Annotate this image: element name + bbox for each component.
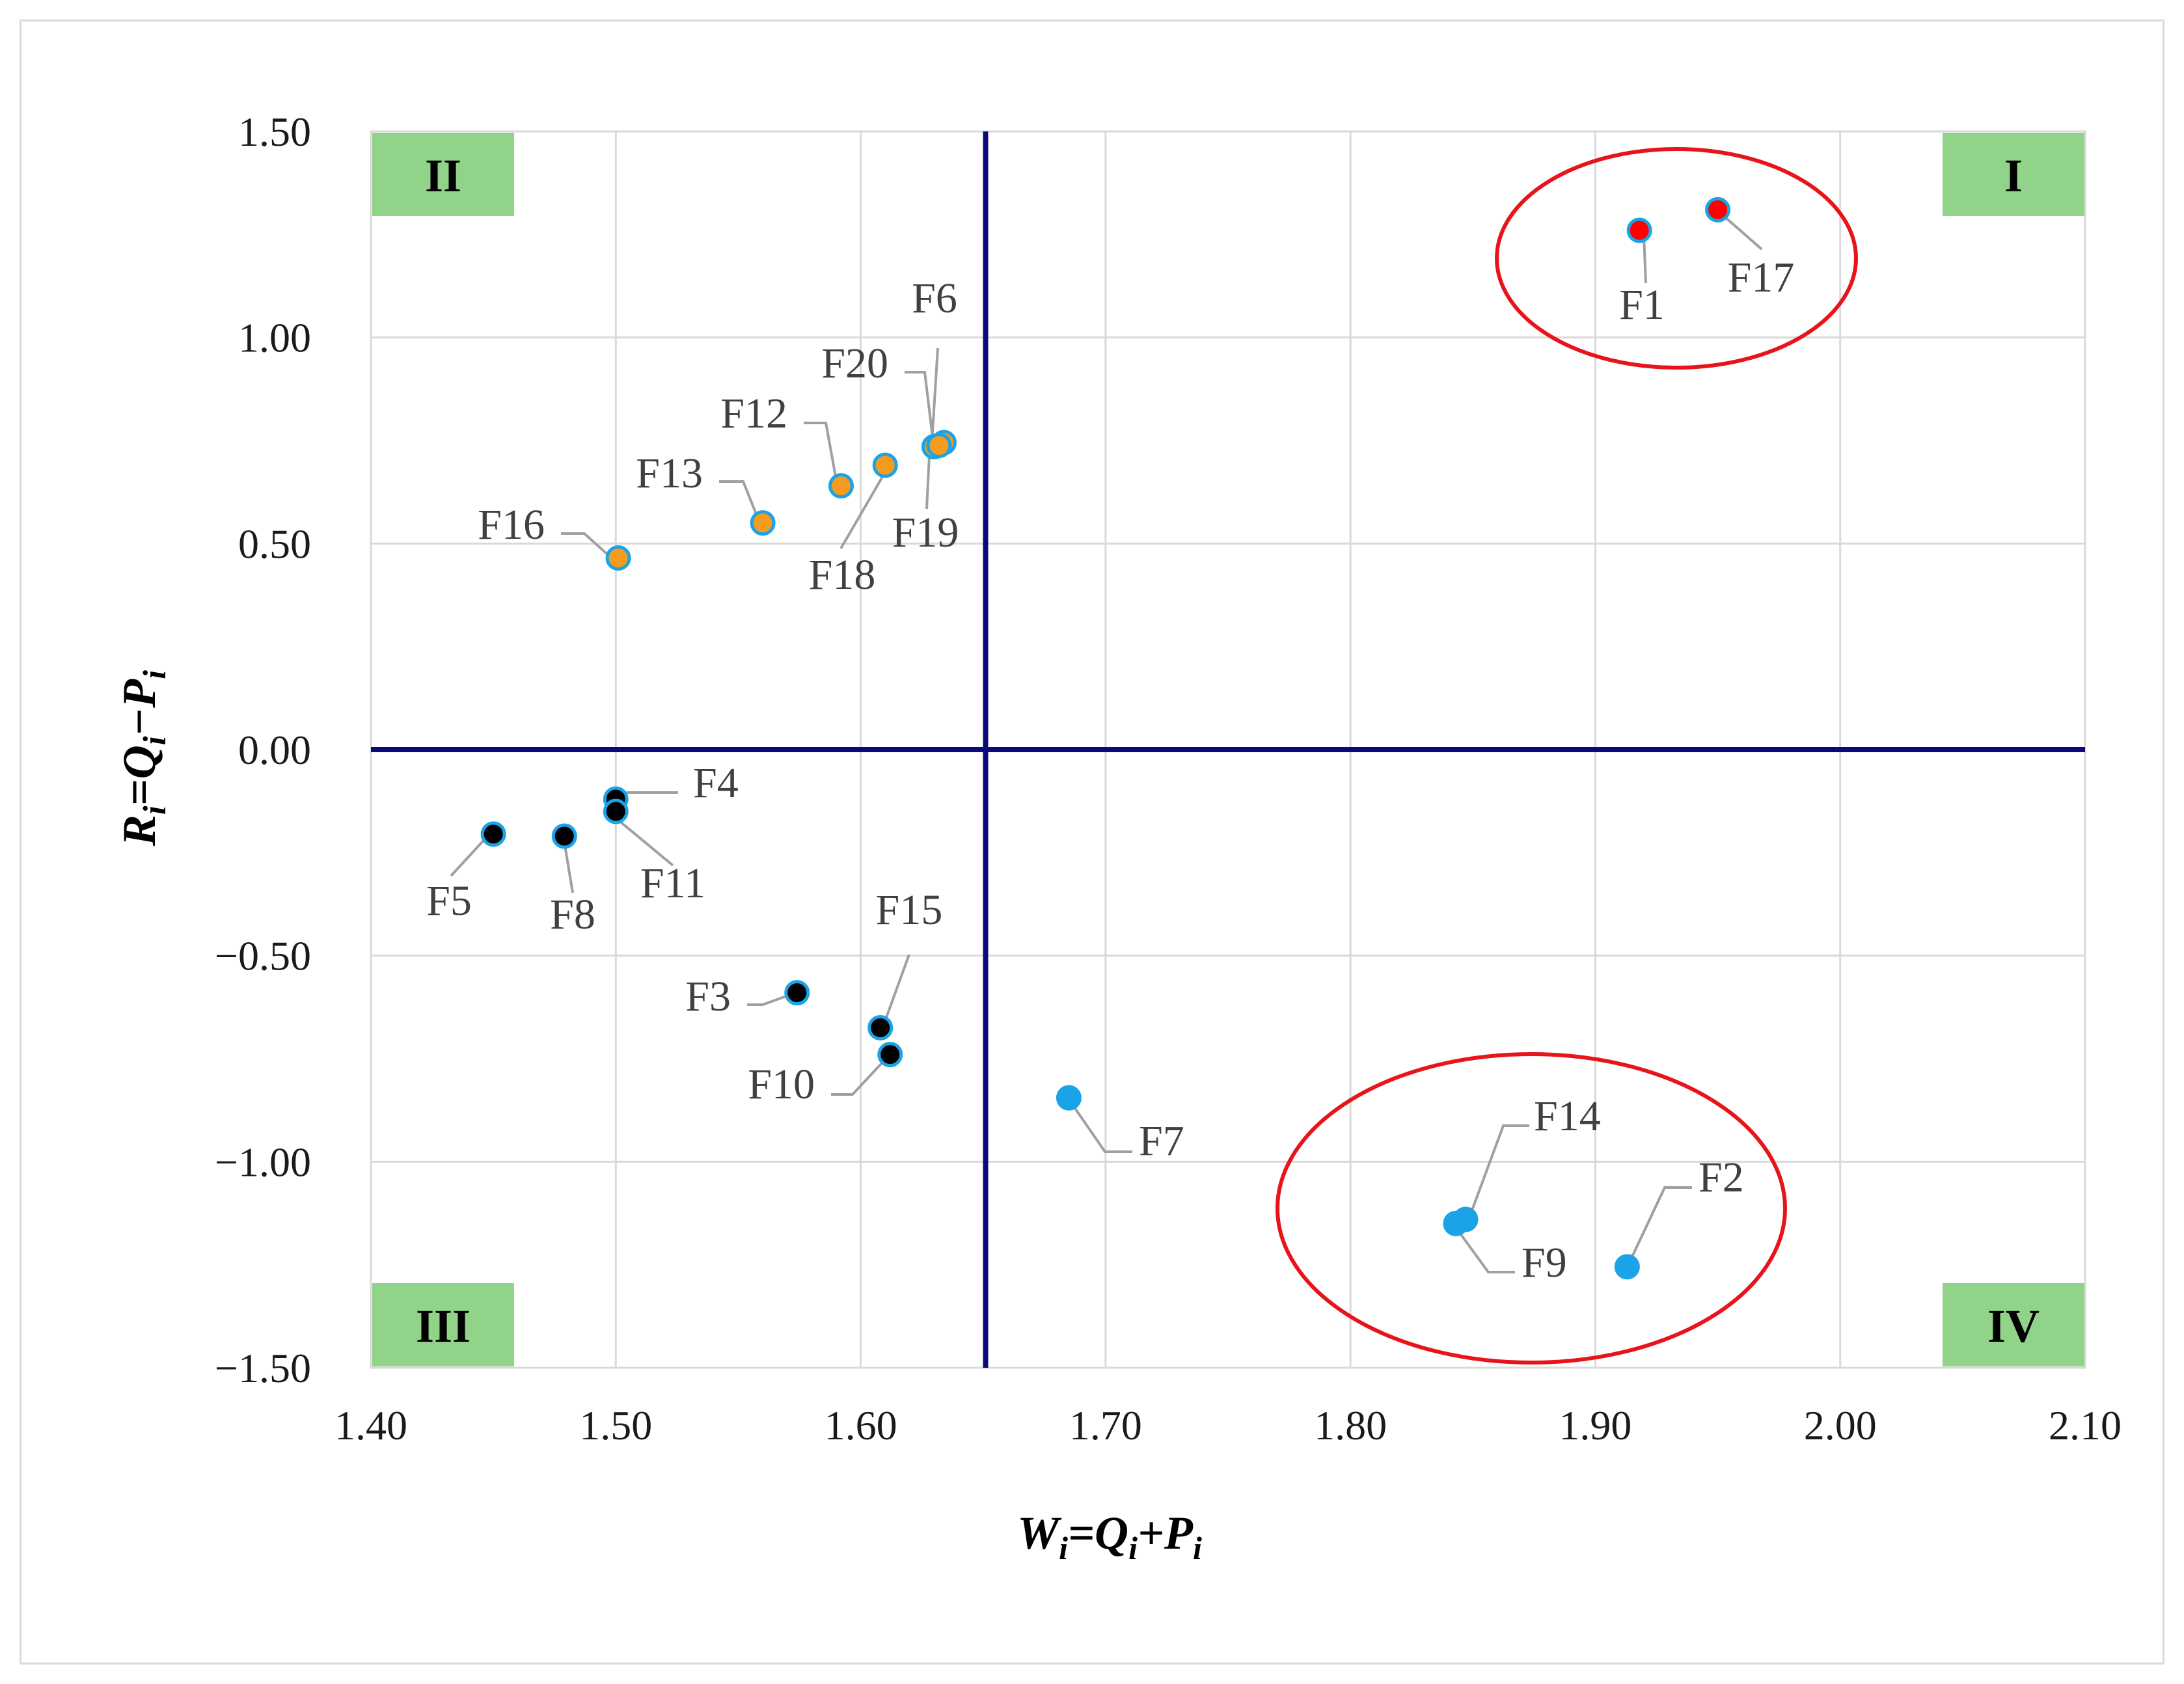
point-label-f11: F11 [640,860,705,907]
leader-f2 [1627,1186,1692,1266]
y-tick-label: 1.50 [238,109,311,155]
point-f13 [750,510,776,536]
x-axis-title: Wi=Qi+Pi [1017,1507,1202,1566]
point-label-f15: F15 [876,886,943,934]
point-f19 [926,433,952,459]
y-tick-label: −1.00 [215,1139,311,1185]
point-label-f6: F6 [912,275,957,322]
point-f2 [1614,1254,1640,1280]
data-points [480,197,1731,1280]
point-label-f13: F13 [636,450,703,497]
point-label-f2: F2 [1699,1154,1744,1201]
point-label-f8: F8 [550,891,595,938]
leader-f13 [719,480,759,518]
point-f3 [784,980,810,1006]
leader-f6 [931,347,939,443]
quadrant-dividers [371,131,2085,1368]
point-f8 [551,823,577,849]
point-label-f4: F4 [693,759,739,807]
point-f7 [1056,1085,1082,1111]
x-tick-labels: 1.40 1.50 1.60 1.70 1.80 1.90 2.00 2.10 [334,1402,2122,1448]
point-label-f9: F9 [1522,1239,1567,1286]
y-axis-title: Ri=Qi−Pi [113,670,172,847]
point-label-f12: F12 [720,390,787,437]
point-f9 [1443,1210,1469,1236]
point-label-f10: F10 [748,1061,815,1108]
leader-f15 [881,954,910,1029]
point-f11 [603,798,629,824]
highlight-ellipse-bottom [1276,1052,1787,1365]
point-label-f5: F5 [426,877,472,925]
y-tick-label: 0.50 [238,521,311,567]
leader-f9 [1454,1225,1515,1273]
point-f18 [872,452,898,478]
point-label-f19: F19 [892,509,959,556]
x-tick-label: 1.90 [1559,1402,1631,1448]
point-labels: F1 F17 F6 F20 F12 F13 F18 F19 F16 F4 F11 F5 F8 F3 F15 F… [426,254,1794,1286]
highlight-ellipses [1276,147,1858,1365]
x-tick-label: 1.50 [579,1402,652,1448]
leader-f20 [905,371,935,443]
y-tick-label: 1.00 [238,315,311,361]
figure-frame [20,20,2164,1664]
leader-f11 [610,813,674,867]
point-f12 [828,473,854,499]
x-tick-label: 1.70 [1069,1402,1142,1448]
y-tick-labels: 1.50 1.00 0.50 0.00 −0.50 −1.00 −1.50 [215,109,311,1391]
leader-f18 [839,467,889,550]
point-label-f1: F1 [1619,281,1665,329]
x-tick-label: 2.00 [1804,1402,1877,1448]
point-label-f14: F14 [1534,1093,1601,1140]
leader-f10 [831,1054,890,1096]
quadrant-box-i [1943,133,2084,216]
highlight-ellipse-top [1495,147,1858,370]
quadrant-box-ii [372,133,514,216]
point-f5 [480,821,506,847]
quadrant-labels: II I III IV [372,133,2084,1366]
leader-f12 [804,422,838,484]
point-f15 [867,1015,894,1040]
quadrant-label-iii: III [416,1300,471,1352]
leader-f7 [1067,1098,1132,1153]
x-tick-label: 2.10 [2049,1402,2122,1448]
leader-f14 [1467,1124,1529,1221]
leader-f16 [561,532,612,559]
point-f10 [877,1042,903,1068]
quadrant-box-iv [1943,1283,2084,1366]
y-tick-label: −1.50 [215,1345,311,1391]
quadrant-label-iv: IV [1987,1300,2040,1352]
leader-f5 [450,834,490,877]
y-tick-label: −0.50 [215,933,311,979]
point-f17 [1705,197,1731,223]
point-label-f16: F16 [478,501,545,549]
leader-f1 [1643,235,1647,284]
x-tick-label: 1.40 [334,1402,407,1448]
y-tick-label: 0.00 [238,727,311,773]
leader-f19 [925,455,931,509]
point-label-f17: F17 [1728,254,1795,301]
quadrant-label-i: I [2004,150,2023,202]
quadrant-box-iii [372,1283,514,1366]
point-f1 [1626,217,1652,243]
point-f16 [605,545,631,571]
point-label-f3: F3 [685,973,731,1020]
x-tick-label: 1.80 [1314,1402,1387,1448]
quadrant-label-ii: II [425,150,461,202]
point-label-f20: F20 [821,340,888,387]
leader-f3 [747,992,796,1006]
point-label-f18: F18 [809,551,876,599]
x-tick-label: 1.60 [825,1402,897,1448]
point-label-f7: F7 [1139,1117,1184,1165]
